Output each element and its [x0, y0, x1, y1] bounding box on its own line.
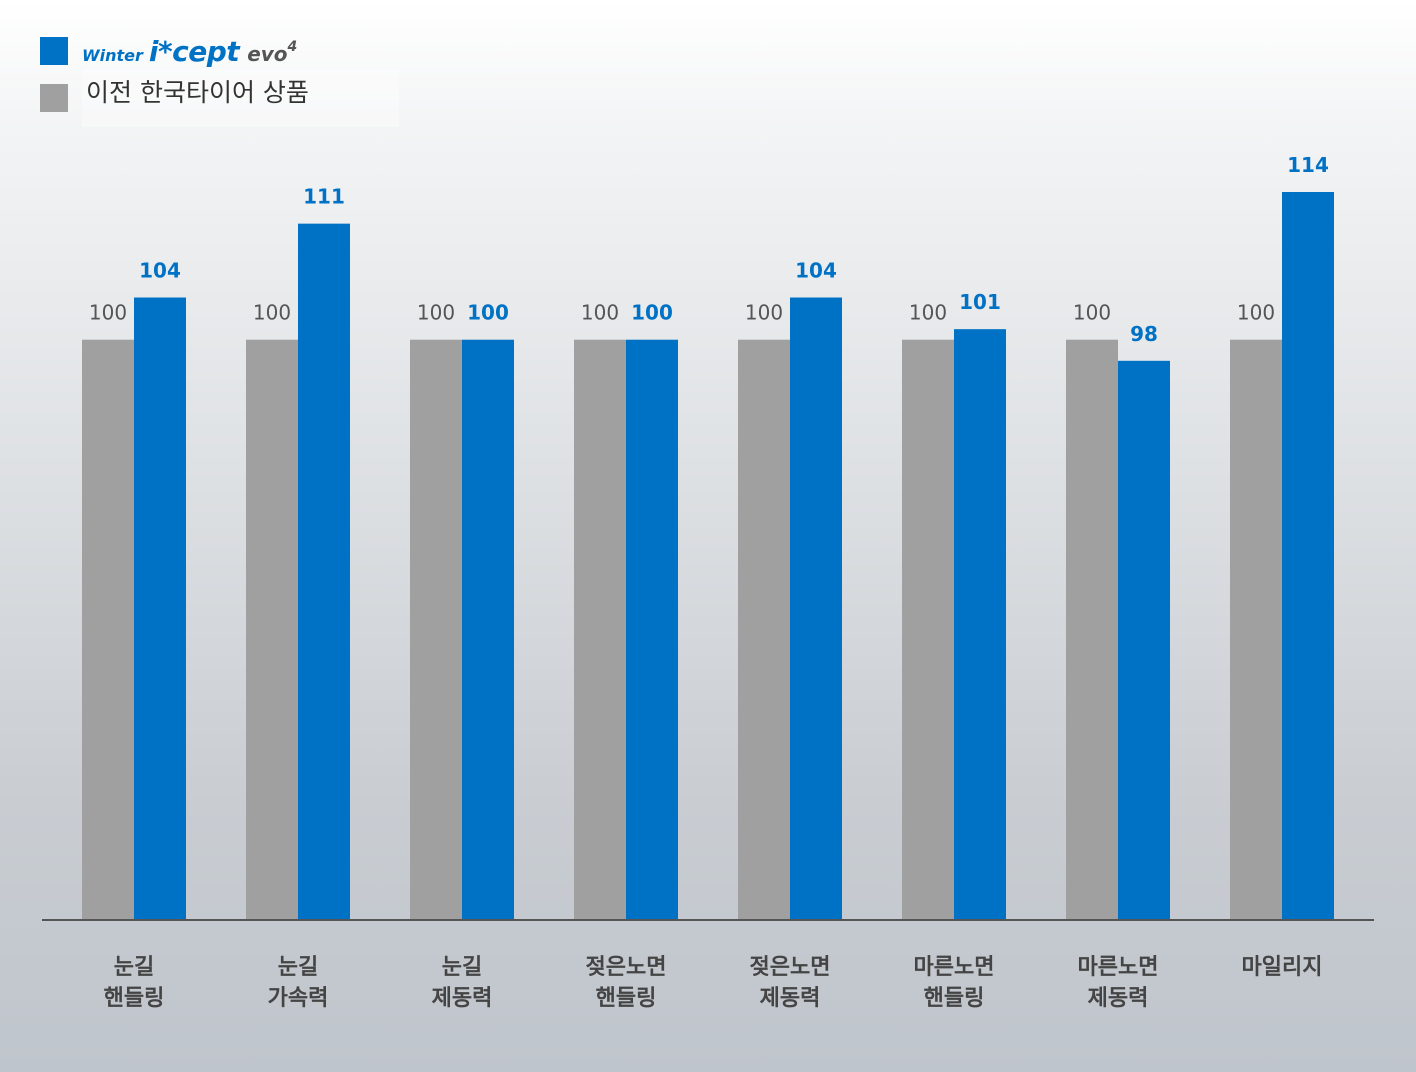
data-label-previous: 100: [1237, 301, 1275, 325]
data-label-previous: 100: [909, 301, 947, 325]
category-label: 젖은노면: [750, 955, 831, 980]
legend-item-new: Winter i*cept evo 4: [40, 35, 399, 68]
data-label-new: 104: [139, 259, 181, 283]
logo-evo-text: evo: [247, 41, 288, 66]
data-label-previous: 100: [253, 301, 291, 325]
bar-previous: [902, 339, 954, 920]
bar-previous: [246, 339, 298, 920]
category-label: 핸들링: [596, 986, 657, 1011]
category-label: 마른노면: [914, 955, 995, 980]
category-label: 제동력: [432, 986, 493, 1011]
data-label-new: 101: [959, 290, 1001, 314]
data-label-new: 98: [1130, 322, 1158, 346]
bar-previous: [574, 339, 626, 920]
bar-previous: [410, 339, 462, 920]
category-label: 눈길: [114, 955, 154, 980]
bar-new: [626, 339, 678, 920]
data-label-previous: 100: [581, 301, 619, 325]
data-label-previous: 100: [1073, 301, 1111, 325]
bar-previous: [738, 339, 790, 920]
data-label-new: 114: [1287, 153, 1329, 177]
logo-winter-text: Winter: [82, 45, 143, 65]
category-label: 눈길: [278, 955, 318, 980]
bar-new: [790, 297, 842, 921]
category-label: 눈길: [442, 955, 482, 980]
data-label-new: 100: [631, 301, 673, 325]
bar-new: [954, 329, 1006, 920]
bar-new: [462, 339, 514, 920]
bar-previous: [82, 339, 134, 920]
product-logo: Winter i*cept evo 4: [82, 35, 297, 68]
bar-new: [298, 223, 350, 921]
logo-icept-text: i*cept: [148, 34, 240, 68]
bar-new: [1118, 360, 1170, 920]
category-label: 제동력: [1088, 986, 1149, 1011]
legend: Winter i*cept evo 4 이전 한국타이어 상품: [40, 35, 399, 130]
category-label: 핸들링: [924, 986, 985, 1011]
legend-label-previous: 이전 한국타이어 상품: [82, 69, 399, 127]
bar-new: [1282, 192, 1334, 920]
data-label-new: 111: [303, 185, 345, 209]
legend-swatch-previous: [40, 84, 68, 112]
category-label: 핸들링: [104, 986, 165, 1011]
data-label-new: 100: [467, 301, 509, 325]
category-label: 젖은노면: [586, 955, 667, 980]
legend-swatch-new: [40, 37, 68, 65]
category-label: 마른노면: [1078, 955, 1159, 980]
logo-superscript: 4: [287, 38, 298, 55]
category-label: 가속력: [268, 986, 329, 1011]
legend-item-previous: 이전 한국타이어 상품: [40, 69, 399, 127]
data-label-previous: 100: [89, 301, 127, 325]
bar-previous: [1230, 339, 1282, 920]
bar-previous: [1066, 339, 1118, 920]
data-label-new: 104: [795, 259, 837, 283]
bar-new: [134, 297, 186, 921]
data-label-previous: 100: [745, 301, 783, 325]
category-label: 마일리지: [1242, 955, 1323, 980]
data-label-previous: 100: [417, 301, 455, 325]
category-label: 제동력: [760, 986, 821, 1011]
